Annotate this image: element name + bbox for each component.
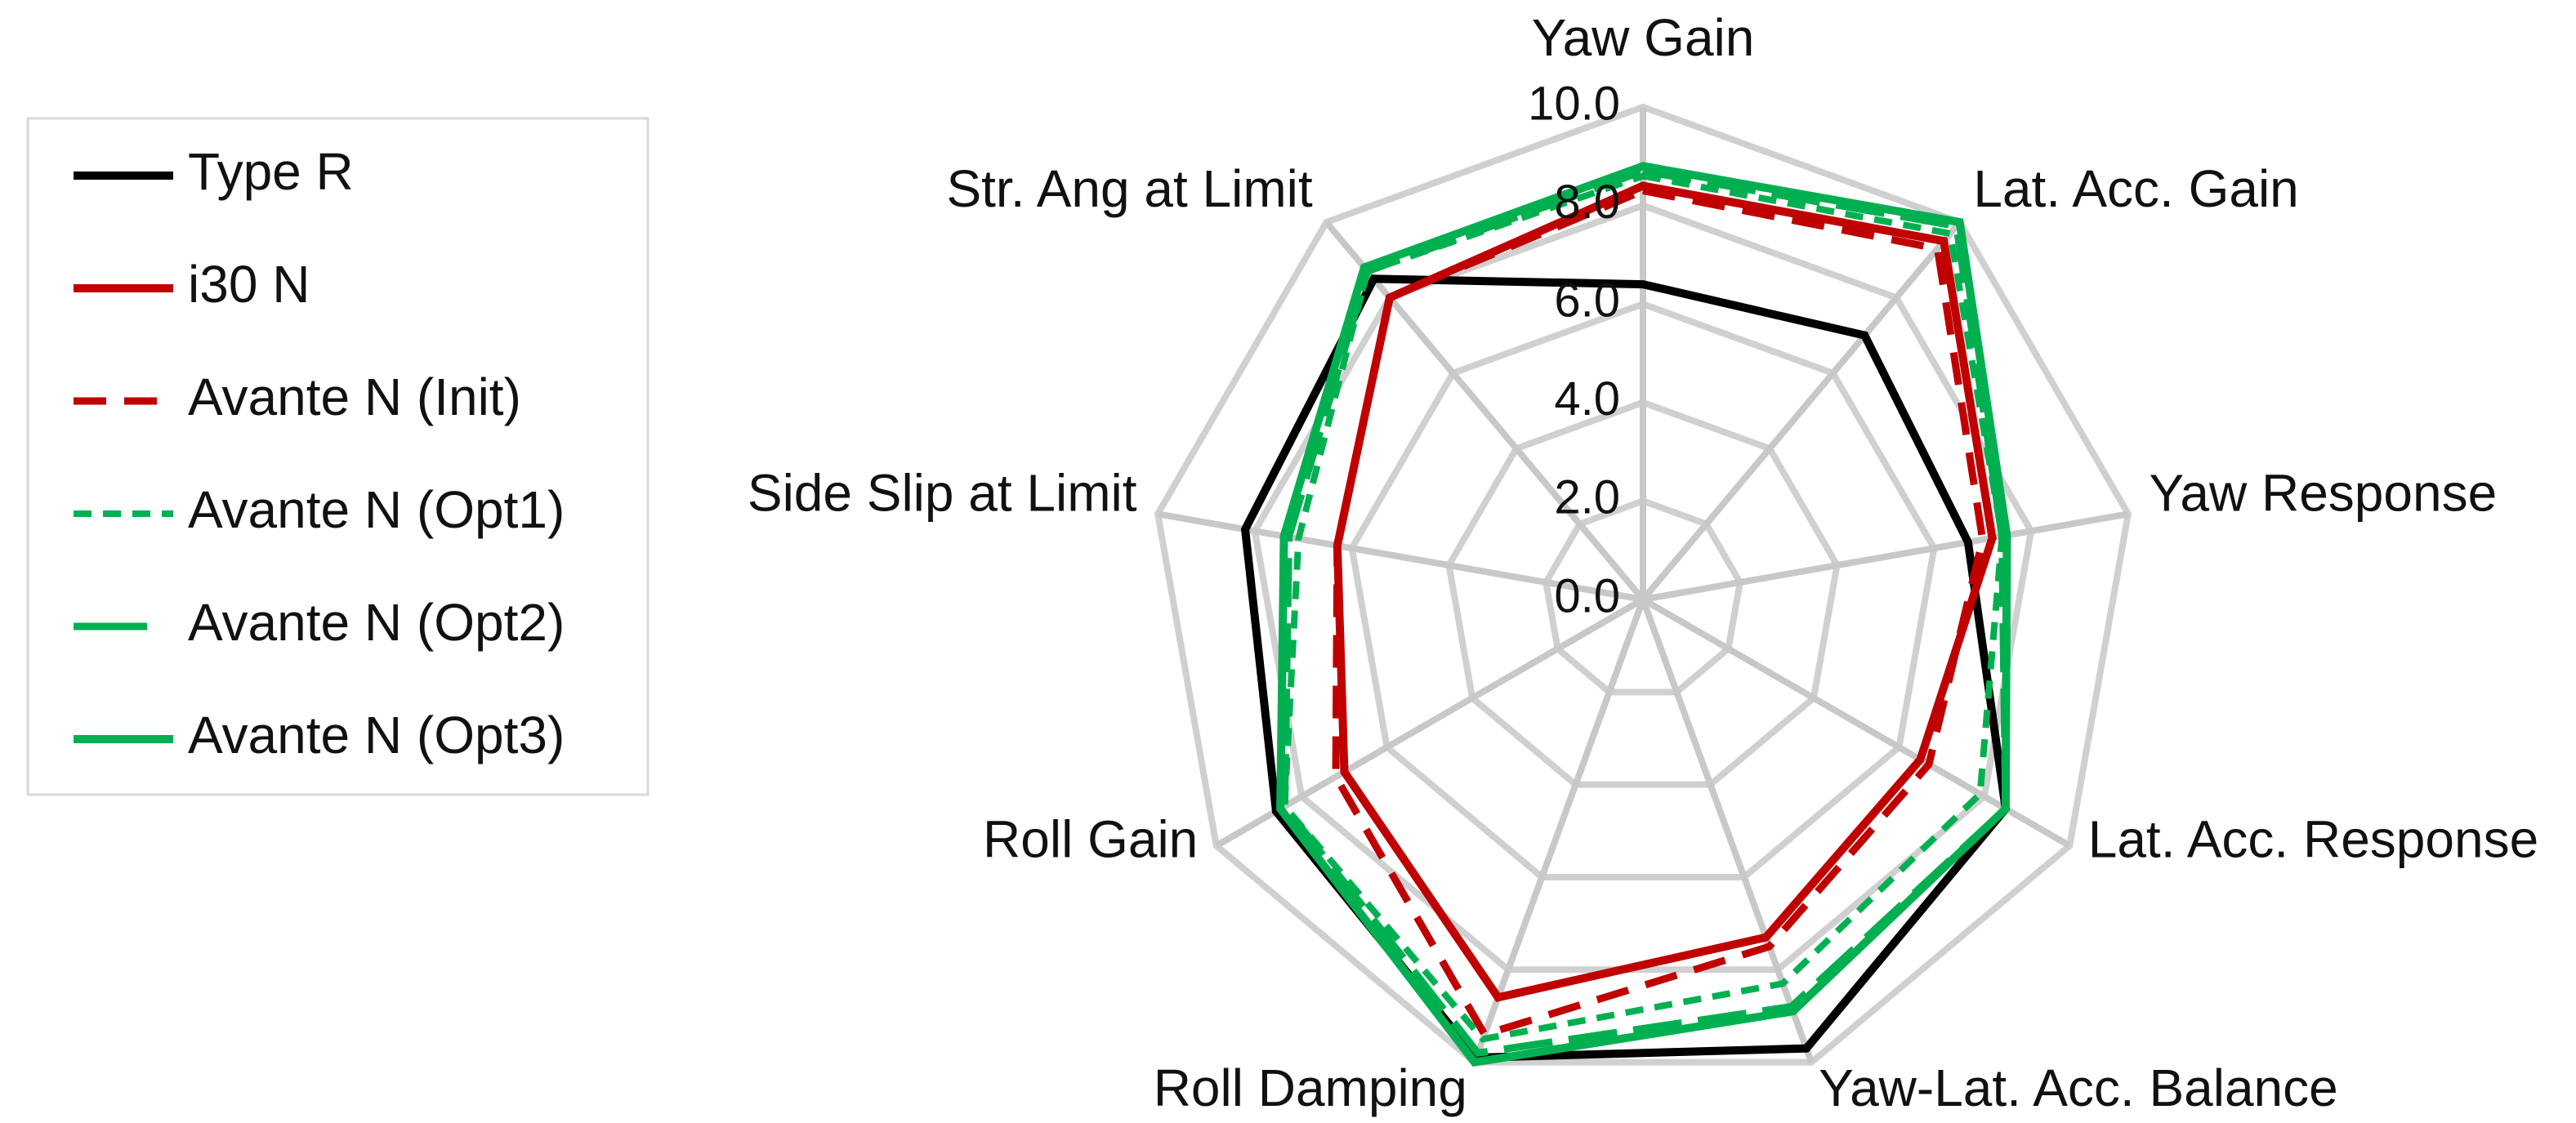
grid-ring — [1154, 103, 2132, 1066]
category-label: Roll Damping — [1154, 1058, 1467, 1117]
spoke — [1471, 598, 1646, 1064]
category-label: Lat. Acc. Gain — [1973, 159, 2298, 218]
series-line — [1276, 162, 2011, 1067]
grid — [1154, 103, 2132, 1066]
series-line — [1333, 181, 1997, 1002]
tick-label: 4.0 — [1554, 372, 1620, 426]
category-label: Yaw-Lat. Acc. Balance — [1819, 1058, 2338, 1117]
category-label: Yaw Gain — [1532, 8, 1755, 67]
series-layer — [1240, 162, 2011, 1067]
legend-label: Avante N (Init) — [188, 368, 521, 426]
spoke — [1157, 510, 1644, 603]
grid-ring — [1542, 497, 1743, 696]
tick-label: 6.0 — [1554, 274, 1620, 328]
category-label: Str. Ang at Limit — [946, 159, 1312, 218]
series-line — [1281, 172, 2006, 1043]
series-line — [1280, 167, 2010, 1058]
tick-label: 10.0 — [1528, 77, 1620, 130]
spoke — [1642, 510, 2129, 603]
category-label: Lat. Acc. Response — [2088, 809, 2538, 868]
series-line — [1332, 186, 1987, 1039]
spoke — [1640, 220, 1962, 602]
label-layer: 0.0 2.0 4.0 6.0 8.0 10.0 Yaw Gain Lat. Acc. Gai… — [748, 8, 2538, 1117]
spoke — [1641, 596, 2072, 849]
legend-label: Type R — [188, 142, 354, 201]
category-label: Roll Gain — [983, 809, 1198, 868]
legend-box — [26, 117, 650, 796]
tick-label: 0.0 — [1554, 569, 1620, 622]
category-label: Side Slip at Limit — [748, 464, 1137, 523]
grid-ring — [1445, 399, 1841, 788]
series-line — [1240, 274, 2011, 1063]
category-label: Yaw Response — [2149, 464, 2497, 523]
legend-label: Avante N (Opt1) — [188, 480, 565, 539]
spoke — [1324, 220, 1646, 602]
grid-ring — [1348, 300, 1938, 880]
legend-label: i30 N — [188, 255, 310, 314]
legend-label: Avante N (Opt2) — [188, 593, 565, 652]
tick-label: 2.0 — [1554, 471, 1620, 524]
tick-label: 8.0 — [1554, 176, 1620, 229]
legend-label: Avante N (Opt3) — [188, 706, 565, 764]
legend: Type R i30 N Avante N (Init) Avante N (Opt1… — [74, 142, 565, 764]
